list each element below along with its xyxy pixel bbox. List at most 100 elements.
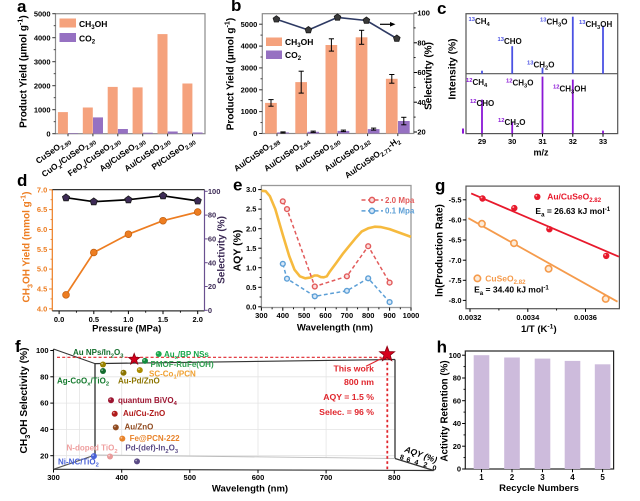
svg-text:2.5: 2.5 (246, 205, 256, 214)
svg-text:12CH3OH: 12CH3OH (553, 85, 586, 96)
svg-text:This work: This work (333, 364, 374, 374)
svg-text:CH3OH Selectivity (%): CH3OH Selectivity (%) (19, 348, 32, 454)
svg-text:2: 2 (510, 473, 515, 482)
svg-text:12CH2O: 12CH2O (498, 118, 525, 129)
svg-text:a: a (17, 0, 27, 16)
svg-text:AQY (%): AQY (%) (232, 230, 244, 272)
svg-text:2.0: 2.0 (246, 224, 256, 233)
svg-text:1000: 1000 (241, 107, 258, 116)
svg-text:m/z: m/z (533, 148, 549, 158)
svg-text:12CH4: 12CH4 (466, 78, 488, 89)
svg-text:2: 2 (423, 462, 429, 470)
svg-text:c: c (437, 0, 446, 18)
svg-text:-5.5: -5.5 (449, 195, 462, 204)
svg-text:-8.0: -8.0 (449, 296, 462, 305)
svg-text:SC-Co1/PCN: SC-Co1/PCN (149, 370, 196, 381)
svg-text:500: 500 (184, 473, 197, 482)
svg-text:0: 0 (457, 465, 461, 474)
svg-text:0: 0 (46, 129, 50, 138)
svg-text:20: 20 (208, 282, 216, 291)
svg-text:13CH3O: 13CH3O (540, 18, 567, 29)
svg-text:8: 8 (399, 454, 405, 462)
svg-text:b: b (231, 0, 241, 15)
svg-text:800: 800 (362, 311, 375, 320)
svg-text:0.0034: 0.0034 (516, 313, 540, 322)
svg-text:60: 60 (417, 68, 425, 77)
svg-text:40: 40 (208, 258, 216, 267)
svg-text:Recycle Numbers: Recycle Numbers (499, 483, 579, 494)
svg-text:6: 6 (406, 457, 412, 465)
svg-text:13CH4: 13CH4 (469, 17, 491, 28)
svg-text:CH3OH: CH3OH (285, 37, 313, 49)
svg-text:Aux/BP NSs: Aux/BP NSs (164, 350, 209, 361)
svg-text:2.0: 2.0 (192, 315, 202, 324)
svg-text:N-doped TiO2: N-doped TiO2 (67, 444, 118, 455)
svg-text:g: g (435, 176, 445, 195)
svg-text:20: 20 (417, 128, 425, 137)
svg-text:40: 40 (40, 425, 48, 434)
svg-text:Au-Pd/ZnO: Au-Pd/ZnO (118, 377, 160, 386)
svg-text:h: h (437, 338, 447, 357)
svg-text:Ea = 26.63 kJ mol-1: Ea = 26.63 kJ mol-1 (535, 206, 610, 219)
svg-text:100: 100 (208, 187, 221, 196)
svg-text:1: 1 (479, 473, 484, 482)
svg-text:Ea = 34.40 kJ mol-1: Ea = 34.40 kJ mol-1 (474, 284, 549, 297)
svg-text:1.5: 1.5 (246, 244, 256, 253)
svg-text:4.0: 4.0 (37, 304, 47, 313)
svg-text:CH3OH: CH3OH (79, 19, 107, 31)
svg-text:60: 60 (453, 396, 461, 405)
svg-text:0.0036: 0.0036 (574, 313, 597, 322)
svg-text:700: 700 (341, 311, 354, 320)
svg-text:-6.5: -6.5 (449, 236, 462, 245)
svg-text:0.0: 0.0 (246, 302, 256, 311)
svg-text:1.0: 1.0 (123, 315, 133, 324)
svg-text:100: 100 (36, 346, 49, 355)
svg-text:100: 100 (417, 9, 430, 18)
svg-text:1000: 1000 (34, 105, 51, 114)
svg-text:29: 29 (478, 137, 486, 146)
svg-text:4: 4 (570, 473, 575, 482)
svg-text:4.5: 4.5 (37, 285, 47, 294)
svg-text:f: f (15, 337, 21, 356)
svg-text:400: 400 (115, 473, 128, 482)
svg-text:20: 20 (453, 442, 461, 451)
svg-text:31: 31 (538, 137, 546, 146)
svg-text:2.0 Mpa: 2.0 Mpa (385, 196, 415, 205)
svg-text:Wavelength (nm): Wavelength (nm) (212, 484, 288, 495)
svg-text:12CHO: 12CHO (470, 99, 494, 108)
svg-text:Au/CuSeO2.82: Au/CuSeO2.82 (547, 192, 602, 204)
svg-text:0: 0 (432, 465, 438, 473)
svg-text:4000: 4000 (241, 42, 258, 51)
svg-text:60: 60 (40, 399, 48, 408)
svg-text:800: 800 (388, 473, 401, 482)
svg-text:Fe@PCN-222: Fe@PCN-222 (130, 434, 181, 443)
svg-text:Pd-(def)-In2O3: Pd-(def)-In2O3 (125, 444, 178, 455)
svg-text:600: 600 (319, 311, 332, 320)
svg-text:Product Yield (μmol g-1): Product Yield (μmol g-1) (223, 18, 237, 131)
svg-text:600: 600 (252, 473, 265, 482)
svg-text:Product Yield (μmol g-1): Product Yield (μmol g-1) (16, 15, 30, 128)
svg-text:AQY = 1.5 %: AQY = 1.5 % (323, 392, 374, 402)
svg-text:5: 5 (600, 473, 605, 482)
svg-text:-6.0: -6.0 (449, 216, 462, 225)
svg-text:Selectivity (%): Selectivity (%) (217, 216, 228, 284)
svg-text:500: 500 (298, 311, 311, 320)
svg-text:2000: 2000 (241, 85, 258, 94)
svg-text:12CH3O: 12CH3O (506, 79, 533, 90)
svg-text:13CH2O: 13CH2O (527, 61, 554, 72)
svg-text:300: 300 (47, 473, 60, 482)
svg-text:CO2: CO2 (79, 33, 96, 45)
svg-text:3.0: 3.0 (246, 185, 256, 194)
svg-text:13CHO: 13CHO (498, 37, 522, 46)
svg-text:0.0032: 0.0032 (459, 313, 482, 322)
svg-text:-7.5: -7.5 (449, 276, 462, 285)
svg-text:100: 100 (449, 351, 462, 360)
svg-text:1.5: 1.5 (158, 315, 168, 324)
svg-text:900: 900 (383, 311, 396, 320)
svg-text:1/T (K-1): 1/T (K-1) (521, 323, 557, 335)
svg-text:quantum BiVO4: quantum BiVO4 (118, 396, 178, 407)
svg-text:1000: 1000 (403, 311, 420, 320)
svg-text:80: 80 (453, 374, 461, 383)
svg-text:2000: 2000 (34, 81, 51, 90)
svg-text:Pressure (MPa): Pressure (MPa) (92, 324, 161, 335)
